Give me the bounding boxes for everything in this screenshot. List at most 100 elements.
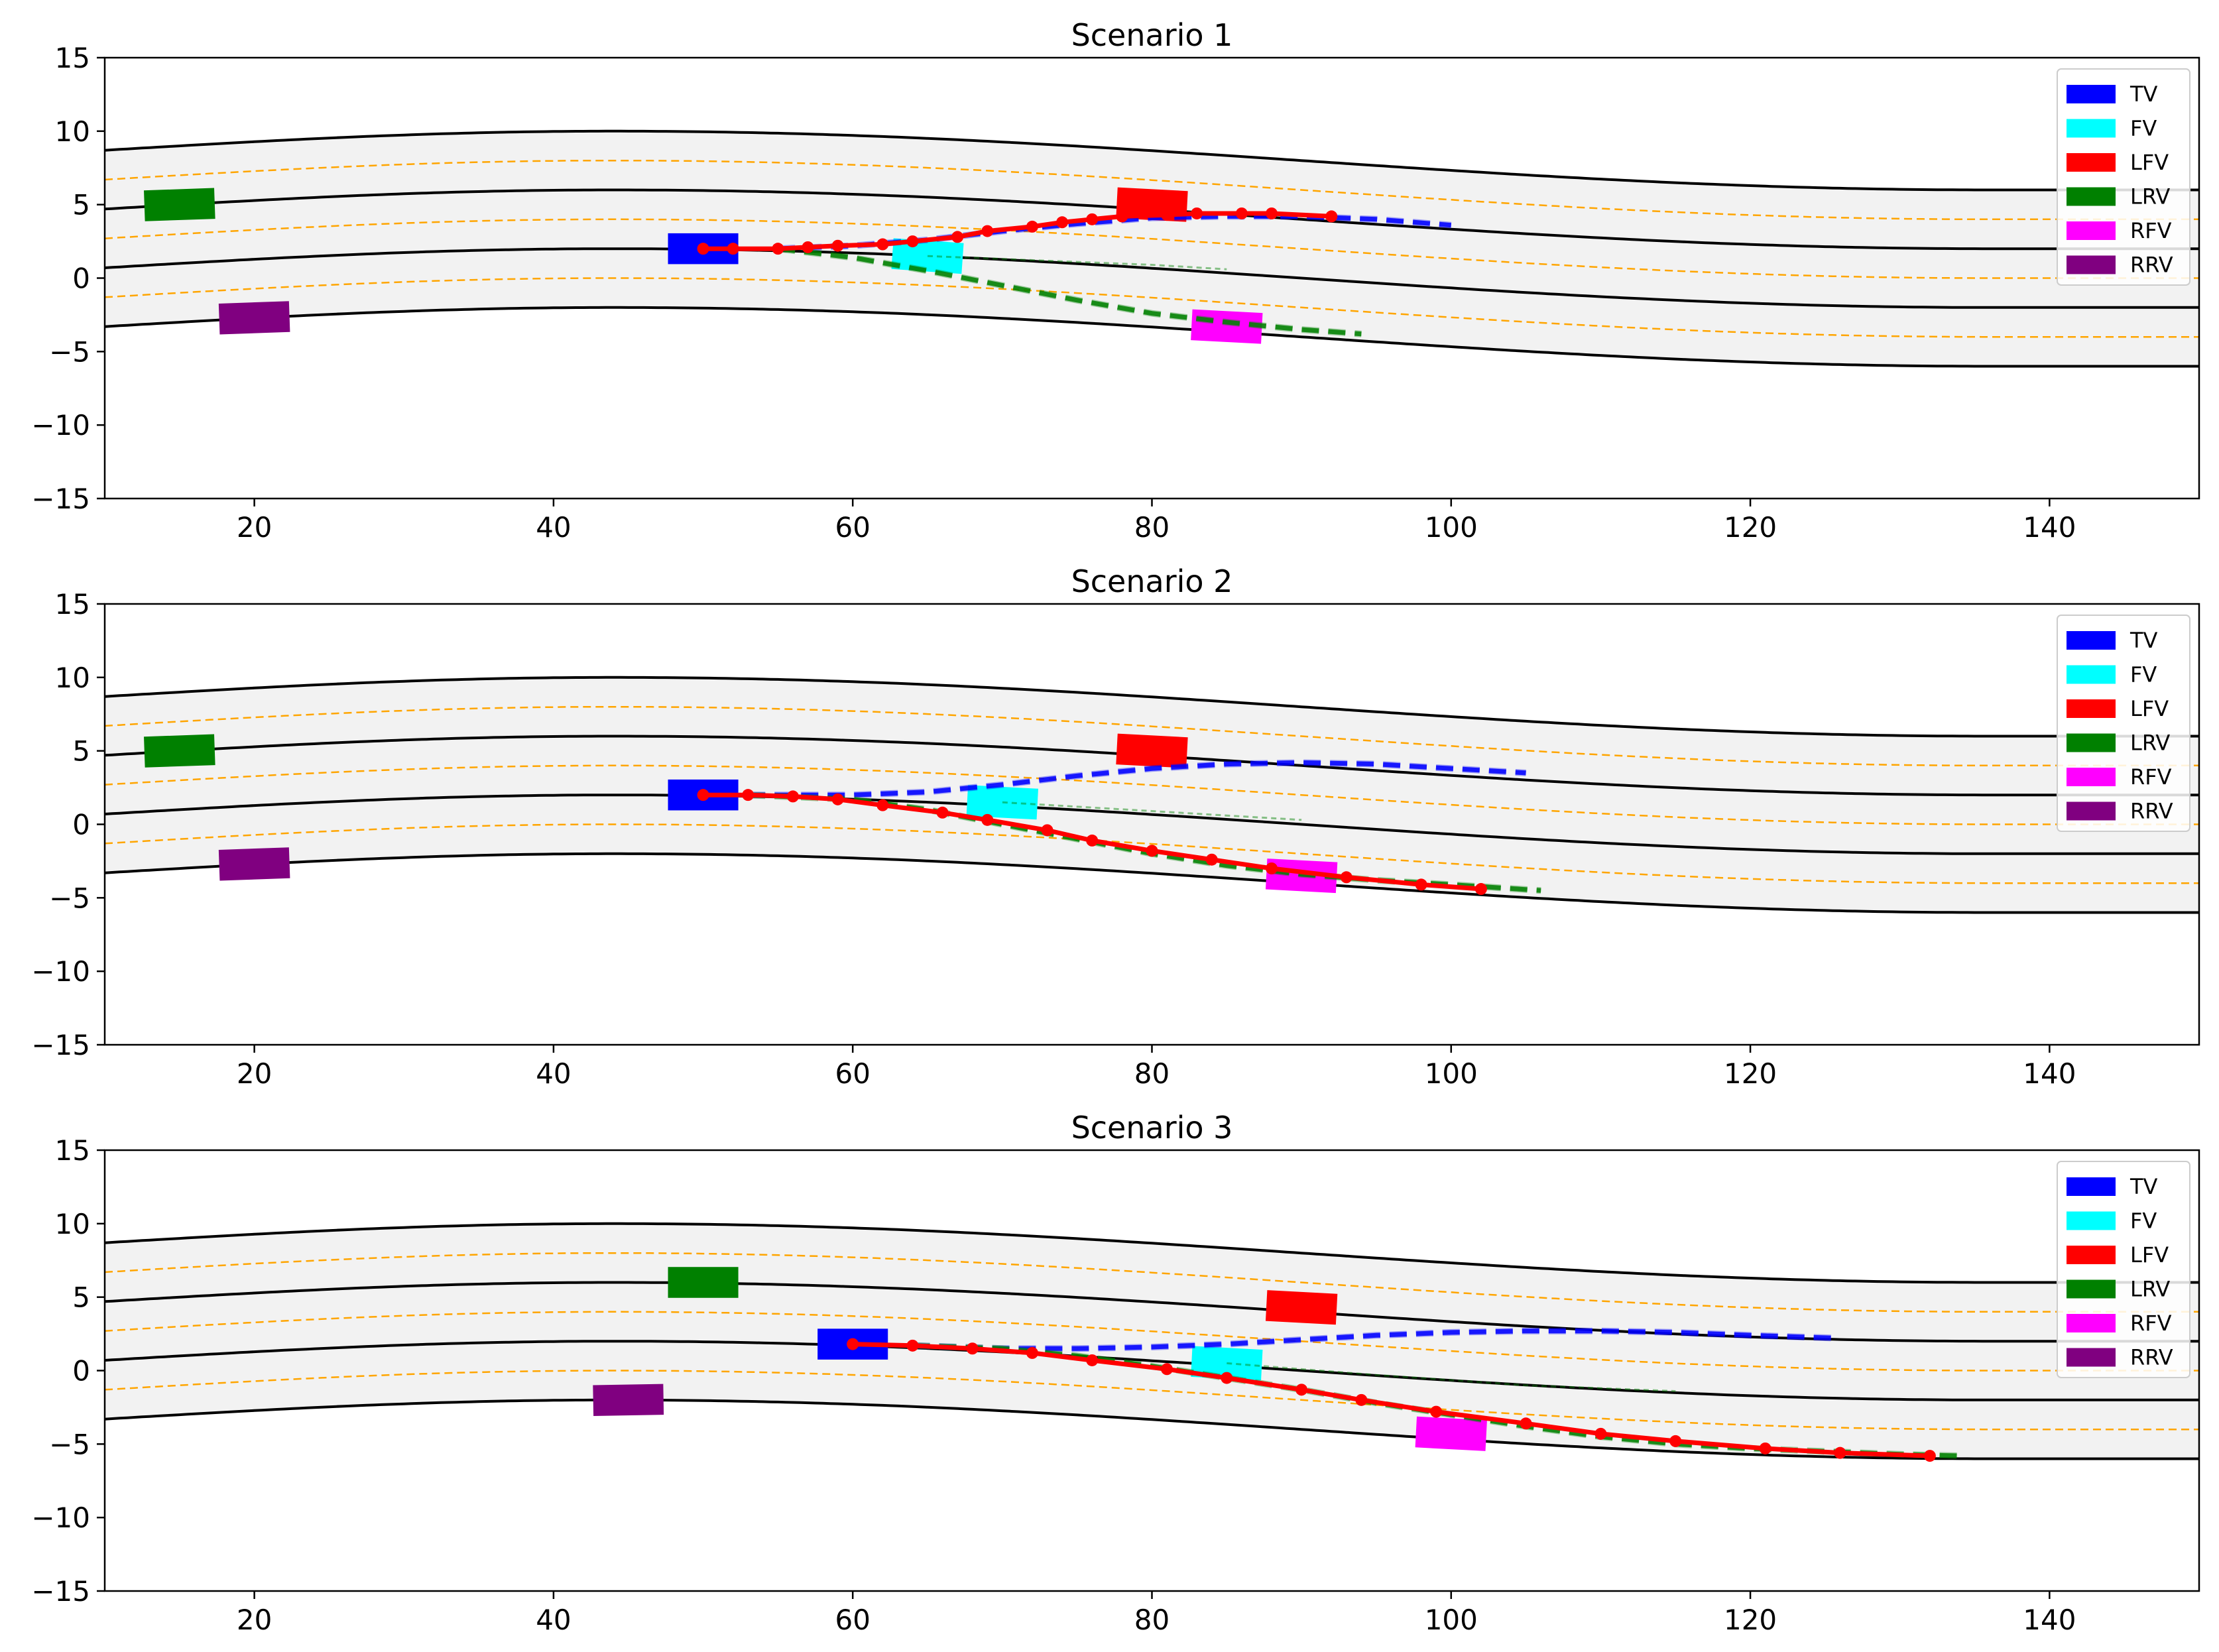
planned-point [1026,220,1038,233]
x-tick-label: 20 [237,511,272,544]
planned-point [876,238,889,251]
planned-point [727,243,739,255]
x-tick-label: 140 [2023,1057,2076,1090]
legend: TV FV LFV LRV RFV RRV [2057,68,2190,286]
lane-boundary-4 [105,1398,2199,1460]
lane-boundary-3 [105,794,2199,855]
legend-label-lrv: LRV [2130,1277,2170,1302]
y-tick-label: 0 [72,809,90,841]
planned-point [1340,871,1352,884]
planned-point [1669,1435,1682,1447]
lane-centerline-3 [105,1370,2199,1431]
lane-boundary-4 [105,306,2199,368]
lane-centerline-1 [105,1252,2199,1313]
planned-point [697,789,709,801]
x-tick-label: 80 [1134,511,1169,544]
planned-point [1355,1393,1368,1406]
planned-point [1161,1363,1173,1376]
legend-swatch-rfv [2067,221,2116,240]
legend-label-fv: FV [2130,662,2157,687]
legend-label-tv: TV [2129,82,2158,107]
x-tick-label: 140 [2023,1604,2076,1636]
x-tick-label: 80 [1134,1604,1169,1636]
planned-point [1026,1346,1038,1359]
x-tick-label: 120 [1724,1057,1777,1090]
vehicle-fv [966,785,1039,820]
planned-point [1086,213,1099,225]
vehicle-rrv [218,847,290,881]
legend-swatch-fv [2067,119,2116,138]
y-tick-label: 10 [55,115,90,148]
lane-boundary-2 [105,1281,2199,1343]
prediction-2-halo [1227,1362,1676,1392]
y-tick-label: 5 [72,1281,90,1314]
x-tick-label: 40 [536,1604,571,1636]
vehicle-lrv [668,1267,739,1298]
y-tick-label: 0 [72,263,90,295]
prediction-2-halo [927,255,1227,270]
x-tick-label: 60 [835,1604,870,1636]
planned-point [742,789,754,801]
vehicle-lfv [1116,733,1188,768]
legend-label-lfv: LFV [2130,150,2169,175]
legend-label-lrv: LRV [2130,184,2170,209]
lane-boundary-1 [105,676,2199,738]
planned-point [802,241,814,253]
planned-point [966,1342,979,1355]
planned-point [951,231,964,243]
legend-swatch-fv [2067,665,2116,684]
legend-label-tv: TV [2129,628,2158,653]
legend-swatch-lfv [2067,153,2116,172]
x-tick-label: 100 [1425,1604,1478,1636]
y-tick-label: −10 [31,955,90,988]
planned-point [1221,1372,1233,1384]
planned-point [981,225,994,237]
y-tick-label: 15 [55,588,90,620]
legend-label-rfv: RFV [2130,764,2172,790]
legend-swatch-tv [2067,1177,2116,1196]
planned-point [1474,883,1487,896]
legend: TV FV LFV LRV RFV RRV [2057,1161,2190,1378]
lane-boundary-3 [105,1340,2199,1401]
lane-centerline-3 [105,277,2199,338]
chart-title: Scenario 1 [1071,17,1233,53]
planned-point [1161,209,1173,221]
y-tick-label: 0 [72,1355,90,1387]
legend-label-tv: TV [2129,1174,2158,1199]
planned-point [1116,210,1128,223]
legend-swatch-lrv [2067,733,2116,752]
y-tick-label: −15 [31,1575,90,1608]
prediction-3 [777,246,1362,337]
x-tick-label: 140 [2023,511,2076,544]
prediction-1 [912,1328,1840,1351]
plot-content [105,676,2199,914]
legend-swatch-lrv [2067,1279,2116,1299]
vehicle-rrv [593,1384,664,1417]
prediction-2-halo [1002,801,1302,821]
chart-title: Scenario 3 [1071,1110,1233,1146]
prediction-1 [748,760,1526,797]
planned-point [906,235,919,248]
planned-point [981,813,994,826]
legend-swatch-rfv [2067,1314,2116,1332]
lane-centerline-2 [105,1311,2199,1372]
y-tick-label: 10 [55,662,90,694]
x-tick-label: 80 [1134,1057,1169,1090]
legend-swatch-tv [2067,631,2116,650]
legend-label-rfv: RFV [2130,218,2172,243]
legend: TV FV LFV LRV RFV RRV [2057,615,2190,832]
planned-point [847,1338,859,1350]
legend-label-fv: FV [2130,116,2157,141]
planned-point [697,243,709,255]
planned-point [1146,845,1158,857]
y-tick-label: −5 [49,1428,90,1460]
planned-point [1594,1427,1607,1440]
vehicle-lrv [144,734,215,768]
x-tick-label: 40 [536,1057,571,1090]
legend-swatch-fv [2067,1211,2116,1230]
vehicle-lfv [1265,1290,1338,1325]
planned-point [1205,853,1218,866]
scenario-2-panel: 20 40 60 80 100 120 140 15 10 5 0 −5 −10 −15 Scenario … [31,563,2200,1090]
planned-point [1266,207,1278,219]
